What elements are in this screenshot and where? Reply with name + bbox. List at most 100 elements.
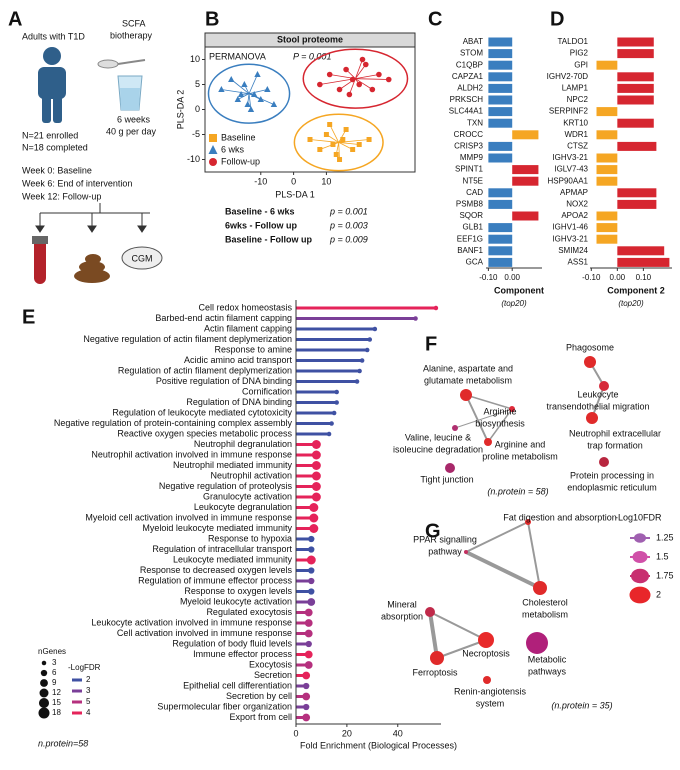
lollipop-dot <box>308 546 315 553</box>
lollipop-dot <box>329 421 334 426</box>
network-node <box>599 381 609 391</box>
category-label: Supermolecular fiber organization <box>157 701 292 711</box>
spoke <box>221 89 250 95</box>
category-label: PRKSCH <box>450 95 484 104</box>
node-label: proline metabolism <box>482 451 558 461</box>
node-label: Arginine <box>483 406 516 416</box>
category-label: Response to hypoxia <box>208 533 292 543</box>
bar <box>488 95 513 105</box>
network-node <box>430 651 444 665</box>
spoke <box>338 142 360 145</box>
glass-icon <box>117 75 143 111</box>
bar <box>488 37 513 47</box>
study-design: Adults with T1D SCFA biotherapy 6 weeks … <box>22 18 163 284</box>
stat-label: Baseline - Follow up <box>225 234 313 244</box>
color-legend-title: -LogFDR <box>68 663 101 672</box>
bar <box>488 199 513 209</box>
node-label: endoplasmic reticulum <box>567 482 657 492</box>
category-label: Export from cell <box>229 712 292 722</box>
category-label: Regulated exocytosis <box>206 607 292 617</box>
spoon-icon <box>97 59 146 69</box>
point <box>349 76 356 83</box>
node-label: Alanine, aspartate and <box>423 363 513 373</box>
point <box>340 137 346 142</box>
spoke <box>309 139 339 143</box>
y-axis-title: PLS-DA 2 <box>175 90 185 130</box>
spoke <box>355 78 389 80</box>
point <box>385 76 392 83</box>
category-label: ALDH2 <box>457 84 483 93</box>
lollipop-dot <box>308 588 315 595</box>
lollipop-dot <box>326 431 332 437</box>
category-label: CAD <box>466 188 483 197</box>
node-label: PPAR signalling <box>413 534 477 544</box>
spoke <box>355 74 379 80</box>
lollipop-dot <box>305 640 312 648</box>
annotation: PERMANOVA <box>209 51 266 61</box>
node-label: trap formation <box>587 440 643 450</box>
bar <box>512 165 539 175</box>
category-label: MMP9 <box>460 153 484 162</box>
lollipop-dot <box>308 577 315 585</box>
network-node <box>525 519 531 525</box>
network-edge <box>454 408 513 429</box>
cgm-icon: CGM <box>121 246 163 270</box>
y-tick-label: 5 <box>195 79 200 89</box>
category-label: Immune effector process <box>193 649 292 659</box>
lollipop-dot <box>334 389 339 395</box>
x-tick-label: 0.10 <box>636 273 652 282</box>
bar <box>596 176 618 186</box>
category-label: Negative regulation of proteolysis <box>159 481 293 491</box>
point <box>264 86 271 92</box>
lollipop-dot <box>304 629 313 638</box>
bar <box>488 246 513 256</box>
node-label: absorption <box>381 611 423 621</box>
category-label: Reactive oxygen species metabolic proces… <box>117 428 292 438</box>
node-label: transendothelial migration <box>546 401 649 411</box>
category-label: Secretion by cell <box>226 691 292 701</box>
size-legend-dot <box>40 679 48 687</box>
size-legend-dot <box>41 660 47 666</box>
lollipop-dot <box>304 661 313 669</box>
legend-label: 2 <box>656 589 661 599</box>
category-label: EEF1G <box>457 234 483 243</box>
size-legend-label: 18 <box>52 708 61 717</box>
node-label: metabolism <box>522 609 568 619</box>
node-label: Metabolic <box>528 654 567 664</box>
node-label: glutamate metabolism <box>424 375 512 385</box>
panel-label: D <box>550 8 564 30</box>
point <box>237 91 245 97</box>
category-label: GPI <box>574 60 588 69</box>
color-legend-label: 5 <box>86 697 91 706</box>
spoke <box>248 74 258 94</box>
point <box>343 66 349 73</box>
legend-label: 1.75 <box>656 570 674 580</box>
person-icon <box>38 47 66 123</box>
bar <box>617 199 657 209</box>
category-label: APMAP <box>560 188 588 197</box>
subtitle: (top20) <box>618 299 644 308</box>
panel-label: G <box>425 520 441 542</box>
lollipop-dot <box>364 347 370 353</box>
point <box>234 96 242 102</box>
legend-swatch <box>632 551 648 563</box>
category-label: Actin filament capping <box>204 323 292 333</box>
intervention: biotherapy <box>110 30 153 40</box>
lollipop-dot <box>308 535 315 543</box>
network-node <box>445 463 455 473</box>
x-tick-label: 20 <box>342 728 352 738</box>
category-label: SQOR <box>459 211 483 220</box>
panel-label: F <box>425 333 437 355</box>
category-label: Regulation of intracellular transport <box>152 544 292 554</box>
category-label: IGHV1-46 <box>552 223 588 232</box>
group-ellipse <box>302 48 409 109</box>
size-legend-label: 9 <box>52 678 57 687</box>
size-legend-dot <box>39 688 49 698</box>
bar <box>596 153 618 163</box>
color-legend-label: 3 <box>86 686 91 695</box>
spoke <box>338 142 340 160</box>
lollipop-dot <box>311 481 321 492</box>
category-label: NPC2 <box>567 95 589 104</box>
stat-label: Baseline - 6 wks <box>225 206 295 216</box>
point <box>317 147 323 152</box>
